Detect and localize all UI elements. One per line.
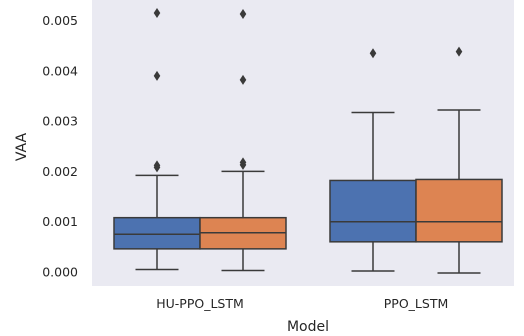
y-tick-label: 0.002: [42, 164, 78, 179]
x-tick-label: PPO_LSTM: [384, 296, 448, 311]
outlier-point: [239, 157, 247, 168]
box-body: [113, 216, 201, 250]
x-axis-label: Model: [287, 319, 329, 335]
y-tick-label: 0.005: [42, 13, 78, 28]
y-axis-label: VAA: [14, 132, 30, 161]
outlier-point: [239, 74, 247, 85]
outlier-point: [153, 160, 161, 171]
outlier-point: [455, 46, 463, 57]
y-axis-ticks: 0.000 0.001 0.002 0.003 0.004 0.005: [42, 13, 78, 280]
box-1-0: [329, 111, 417, 272]
y-tick-label: 0.003: [42, 114, 78, 129]
y-tick-label: 0.004: [42, 63, 78, 78]
outliers-layer: [153, 7, 463, 173]
box-0-1: [199, 170, 287, 272]
box-1-1: [415, 109, 503, 274]
y-tick-label: 0.000: [42, 265, 78, 280]
box-body: [415, 178, 503, 243]
x-tick-label: HU-PPO_LSTM: [156, 296, 244, 311]
box-0-0: [113, 174, 201, 271]
x-axis-ticks: HU-PPO_LSTM PPO_LSTM: [156, 296, 448, 311]
outlier-point: [153, 7, 161, 18]
y-tick-label: 0.001: [42, 214, 78, 229]
boxes-layer: [113, 109, 503, 274]
box-body: [329, 179, 417, 243]
outlier-point: [369, 48, 377, 59]
outlier-point: [239, 8, 247, 19]
outlier-point: [153, 70, 161, 81]
